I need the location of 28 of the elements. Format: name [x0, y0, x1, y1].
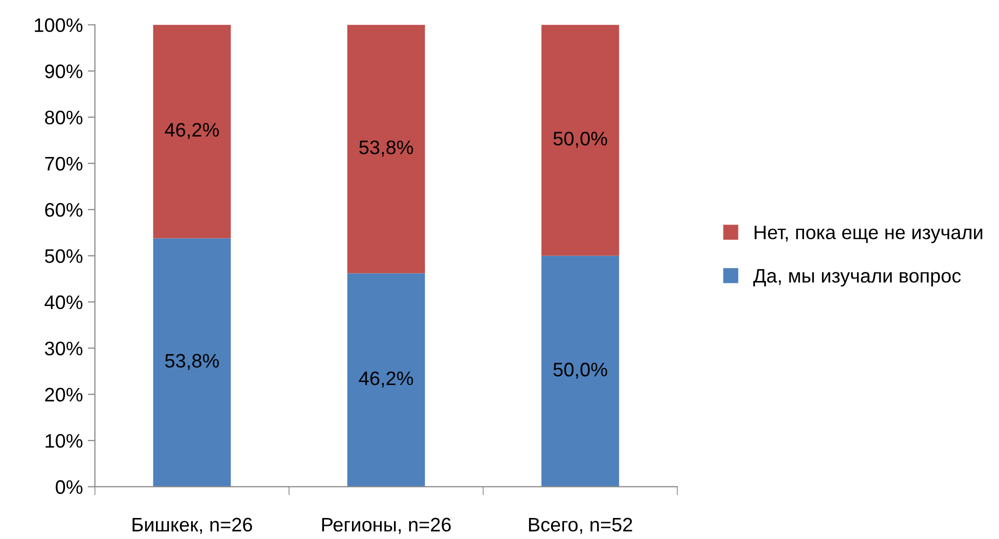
data-label: 50,0% [553, 132, 608, 148]
bar [541, 24, 620, 256]
bar [347, 273, 425, 487]
y-tick-label: 40% [44, 295, 82, 310]
y-tick-label: 80% [45, 110, 82, 124]
y-tick-label: 90% [45, 64, 82, 78]
y-tick-label: 60% [45, 203, 82, 217]
legend-label: Нет, пока еще не изучали [754, 226, 982, 244]
y-tick-label: 100% [34, 18, 82, 32]
y-tick-label: 10% [46, 434, 82, 448]
x-tick-label: Всего, n=52 [529, 518, 632, 534]
data-label: 46,2% [358, 371, 413, 388]
y-tick-label: 70% [45, 156, 82, 171]
y-tick-label: 0% [56, 480, 82, 494]
y-tick-label: 50% [44, 249, 82, 263]
x-tick-label: Бишкек, n=26 [132, 518, 252, 534]
bar [153, 24, 231, 238]
bar [347, 24, 425, 274]
data-label: 46,2% [164, 122, 219, 140]
data-label: 50,0% [553, 362, 608, 379]
x-tick-label: Регионы, n=26 [322, 518, 451, 534]
data-label: 53,8% [359, 140, 413, 157]
bar [541, 256, 620, 487]
y-tick-label: 30% [44, 342, 82, 356]
bar [153, 238, 231, 487]
y-tick-label: 20% [45, 388, 82, 402]
data-label: 53,8% [165, 354, 219, 370]
legend-label: Да, мы изучали вопрос [753, 269, 961, 287]
